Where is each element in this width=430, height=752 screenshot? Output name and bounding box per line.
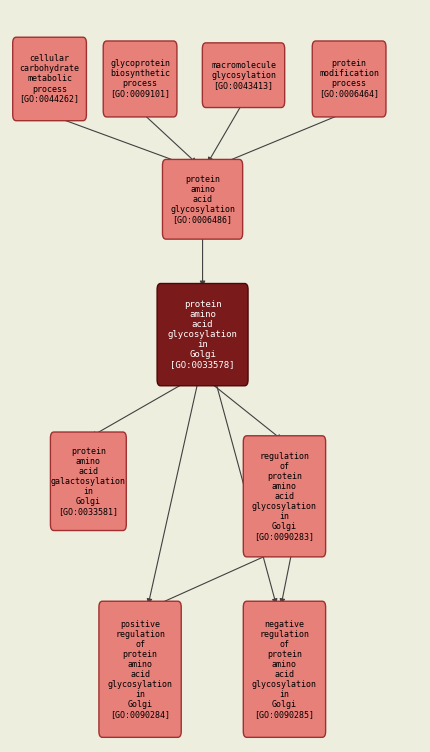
Text: regulation
of
protein
amino
acid
glycosylation
in
Golgi
[GO:0090283]: regulation of protein amino acid glycosy… [252, 452, 316, 541]
Text: positive
regulation
of
protein
amino
acid
glycosylation
in
Golgi
[GO:0090284]: positive regulation of protein amino aci… [108, 620, 172, 719]
Text: protein
amino
acid
glycosylation
[GO:0006486]: protein amino acid glycosylation [GO:000… [170, 174, 234, 224]
FancyBboxPatch shape [243, 602, 325, 737]
FancyBboxPatch shape [99, 602, 181, 737]
FancyBboxPatch shape [311, 41, 385, 117]
FancyBboxPatch shape [202, 43, 284, 108]
FancyBboxPatch shape [103, 41, 176, 117]
Text: cellular
carbohydrate
metabolic
process
[GO:0044262]: cellular carbohydrate metabolic process … [19, 54, 80, 104]
FancyBboxPatch shape [157, 284, 247, 386]
Text: glycoprotein
biosynthetic
process
[GO:0009101]: glycoprotein biosynthetic process [GO:00… [110, 59, 170, 99]
FancyBboxPatch shape [13, 38, 86, 121]
FancyBboxPatch shape [50, 432, 126, 531]
FancyBboxPatch shape [243, 436, 325, 556]
FancyBboxPatch shape [162, 159, 242, 239]
Text: negative
regulation
of
protein
amino
acid
glycosylation
in
Golgi
[GO:0090285]: negative regulation of protein amino aci… [252, 620, 316, 719]
Text: protein
amino
acid
galactosylation
in
Golgi
[GO:0033581]: protein amino acid galactosylation in Go… [51, 447, 126, 516]
Text: protein
modification
process
[GO:0006464]: protein modification process [GO:0006464… [318, 59, 378, 99]
Text: protein
amino
acid
glycosylation
in
Golgi
[GO:0033578]: protein amino acid glycosylation in Golg… [167, 300, 237, 369]
Text: macromolecule
glycosylation
[GO:0043413]: macromolecule glycosylation [GO:0043413] [211, 61, 275, 89]
